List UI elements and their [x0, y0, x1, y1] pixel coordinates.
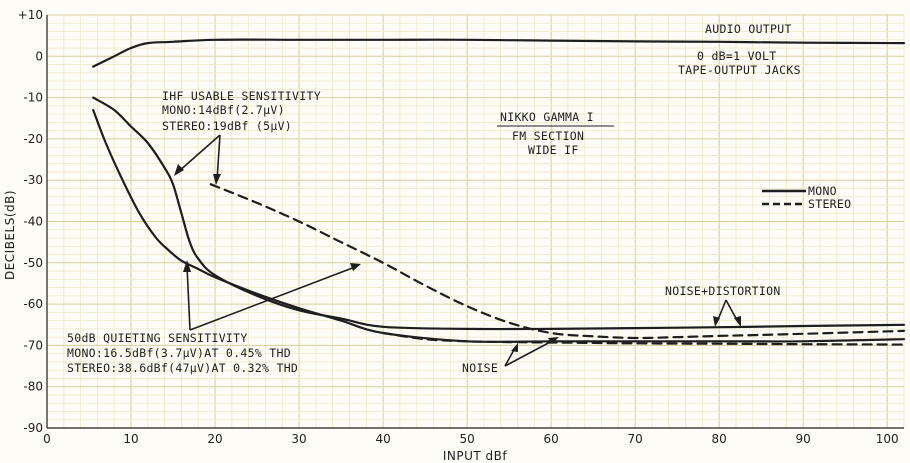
reference-label-2: TAPE-OUTPUT JACKS [678, 63, 801, 77]
series-group [92, 38, 906, 346]
x-tick-label: 40 [375, 432, 390, 446]
y-tick-label: -60 [23, 297, 43, 311]
series-line-5 [382, 331, 906, 346]
quieting-arrow-mono [186, 265, 191, 331]
x-tick-label: 100 [876, 432, 899, 446]
chart-heading-2: FM SECTION [512, 129, 584, 143]
x-tick-label: 20 [207, 432, 222, 446]
y-tick-label: -10 [23, 91, 43, 105]
ihf-arrowhead-stereo [213, 174, 221, 185]
y-tick-label: 0 [35, 49, 43, 63]
x-tick-label: 50 [459, 432, 474, 446]
annotation-arrows [174, 134, 741, 367]
x-tick-label: 70 [627, 432, 642, 446]
series-line-3 [92, 108, 906, 343]
noise-arrow-2 [504, 339, 555, 367]
y-tick-label: -30 [23, 173, 43, 187]
y-tick-label: -20 [23, 132, 43, 146]
y-tick-labels: +10 0 -10 -20 -30 -40 -50 -60 -70 -80 -90 [18, 8, 43, 435]
quieting-sensitivity-label-1: 50dB QUIETING SENSITIVITY [67, 331, 248, 345]
quieting-arrowhead-mono [183, 260, 191, 272]
x-tick-label: 60 [543, 432, 558, 446]
quieting-sensitivity-label-2: MONO:16.5dBf(3.7μV)AT 0.45% THD [67, 346, 291, 360]
x-tick-label: 80 [712, 432, 727, 446]
x-axis-label: INPUT dBf [443, 449, 508, 463]
series-line-4 [209, 183, 906, 340]
y-tick-label: -50 [23, 256, 43, 270]
chart-heading-1: NIKKO GAMMA I [500, 110, 594, 124]
noise-distortion-arrowhead-1 [713, 316, 720, 327]
noise-distortion-label: NOISE+DISTORTION [665, 284, 781, 298]
noise-label: NOISE [462, 361, 498, 375]
series-line-1 [92, 38, 906, 68]
audio-output-label: AUDIO OUTPUT [705, 22, 792, 36]
x-tick-label: 30 [291, 432, 306, 446]
quieting-arrowhead-stereo [350, 263, 361, 271]
reference-label-1: 0 dB=1 VOLT [697, 49, 776, 63]
noise-arrowhead-1 [511, 343, 518, 352]
quieting-sensitivity-label-3: STEREO:38.6dBf(47μV)AT 0.32% THD [67, 361, 298, 375]
y-tick-label: -90 [23, 421, 43, 435]
ihf-arrowhead-mono [174, 164, 184, 176]
ihf-arrow-mono [177, 134, 221, 173]
y-tick-label: -40 [23, 215, 43, 229]
ihf-sensitivity-label-2: MONO:14dBf(2.7μV) [162, 103, 285, 117]
noise-distortion-arrowhead-2 [734, 316, 741, 327]
y-tick-label: +10 [18, 8, 43, 22]
y-tick-label: -80 [23, 380, 43, 394]
x-tick-label: 90 [796, 432, 811, 446]
ihf-sensitivity-label-1: IHF USABLE SENSITIVITY [162, 89, 321, 103]
grid [46, 14, 905, 429]
legend: MONO STEREO [762, 184, 851, 211]
noise-arrowhead-2 [548, 337, 559, 344]
x-tick-labels: 0 10 20 30 40 50 60 70 80 90 100 [43, 432, 898, 446]
series-line-2 [92, 96, 906, 331]
x-tick-label: 10 [123, 432, 138, 446]
chart-heading-3: WIDE IF [528, 143, 579, 157]
y-tick-label: -70 [23, 338, 43, 352]
y-axis-label: DECIBELS(dB) [3, 190, 17, 280]
legend-stereo-label: STEREO [808, 197, 851, 211]
ihf-arrow-stereo [216, 134, 221, 181]
legend-mono-label: MONO [808, 184, 837, 198]
ihf-sensitivity-label-3: STEREO:19dBf (5μV) [162, 119, 292, 133]
quieting-arrow-stereo [189, 266, 356, 331]
x-tick-label: 0 [43, 432, 51, 446]
